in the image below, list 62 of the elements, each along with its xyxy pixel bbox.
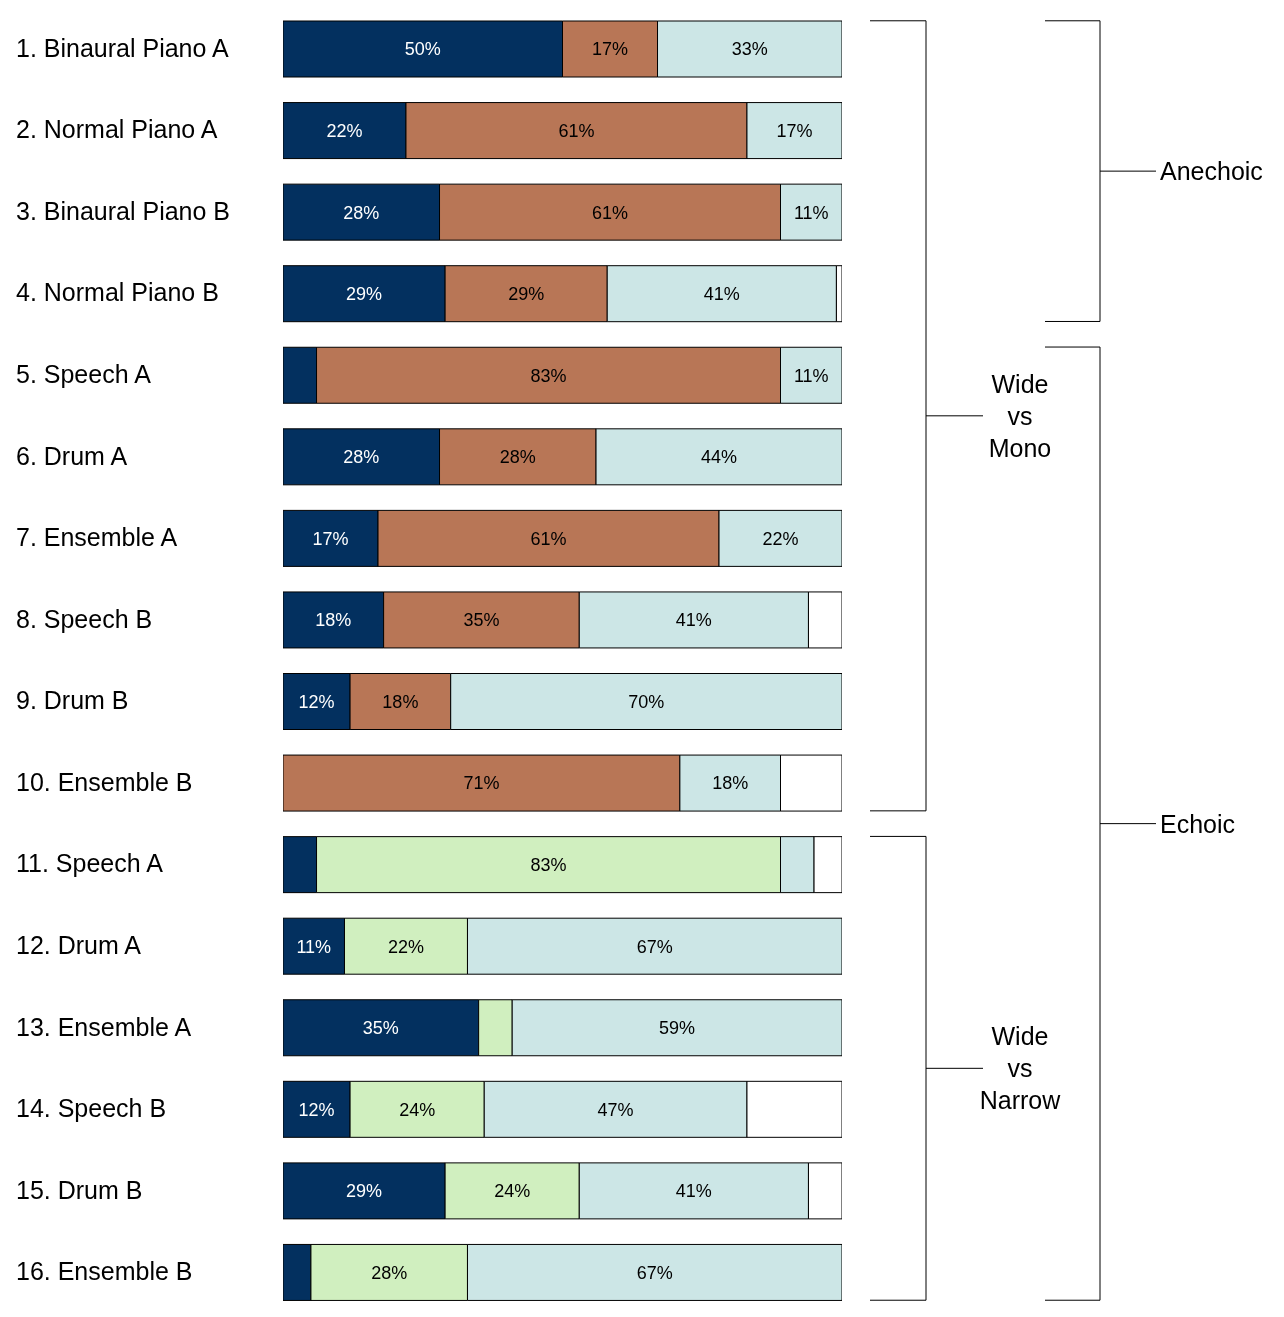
y-tick-label: 2. Normal Piano A (16, 115, 218, 144)
data-label: 17% (776, 120, 813, 141)
data-label: 71% (463, 773, 500, 794)
y-tick-label: 7. Ensemble A (16, 523, 178, 552)
y-tick-label: 1. Binaural Piano A (16, 33, 229, 62)
data-label: 24% (399, 1099, 436, 1120)
data-label: 12% (298, 1099, 335, 1120)
data-label: 44% (701, 447, 738, 468)
y-tick-label: 12. Drum A (16, 930, 142, 959)
data-label: 35% (463, 610, 500, 631)
data-label: 22% (387, 936, 424, 957)
data-label: 22% (762, 528, 799, 549)
y-tick-label: 8. Speech B (16, 604, 153, 633)
data-label: 22% (326, 120, 363, 141)
data-label: 17% (312, 528, 349, 549)
y-tick-label: 10. Ensemble B (16, 767, 193, 796)
data-label: 59% (659, 1018, 696, 1039)
data-label: 83% (530, 855, 567, 876)
data-label: 41% (703, 284, 740, 305)
data-label: 28% (499, 447, 536, 468)
data-label: 41% (675, 610, 712, 631)
data-label: 50% (404, 39, 441, 60)
y-tick-label: 16. Ensemble B (16, 1257, 193, 1286)
data-label: 61% (592, 202, 629, 223)
data-label: 83% (530, 365, 567, 386)
data-label: 24% (494, 1181, 531, 1202)
data-label: 12% (298, 691, 335, 712)
data-label: 28% (343, 202, 380, 223)
text: Wide vs Mono (988, 369, 1052, 462)
data-label: 28% (371, 1262, 408, 1283)
data-label: 11% (793, 202, 829, 223)
y-tick-label: 14. Speech B (16, 1094, 167, 1123)
y-tick-label: 5. Speech A (16, 360, 152, 389)
y-tick-label: 9. Drum B (16, 686, 129, 715)
data-label: 18% (315, 610, 352, 631)
data-label: 11% (793, 365, 829, 386)
data-label: 67% (636, 936, 673, 957)
data-label: 18% (382, 691, 419, 712)
data-label: 67% (636, 1262, 673, 1283)
data-label: 61% (530, 528, 567, 549)
data-label: 35% (362, 1018, 399, 1039)
data-label: 70% (628, 691, 665, 712)
data-label: 17% (592, 39, 629, 60)
data-label: 47% (597, 1099, 634, 1120)
text: Wide vs Narrow (979, 1022, 1062, 1115)
y-tick-label: 11. Speech A (16, 849, 164, 878)
data-label: 41% (675, 1181, 712, 1202)
y-tick-label: 6. Drum A (16, 441, 128, 470)
y-tick-label: 15. Drum B (16, 1175, 143, 1204)
data-label: 33% (731, 39, 768, 60)
y-tick-label: 3. Binaural Piano B (16, 196, 231, 225)
text: Anechoic (1160, 157, 1263, 186)
data-label: 29% (346, 1181, 383, 1202)
data-label: 28% (343, 447, 380, 468)
data-label: 18% (712, 773, 749, 794)
text: Echoic (1160, 809, 1236, 838)
data-label: 11% (296, 936, 332, 957)
data-label: 61% (558, 120, 595, 141)
data-label: 29% (508, 284, 545, 305)
y-tick-label: 4. Normal Piano B (16, 278, 219, 307)
data-label: 29% (346, 284, 383, 305)
y-tick-label: 13. Ensemble A (16, 1012, 192, 1041)
